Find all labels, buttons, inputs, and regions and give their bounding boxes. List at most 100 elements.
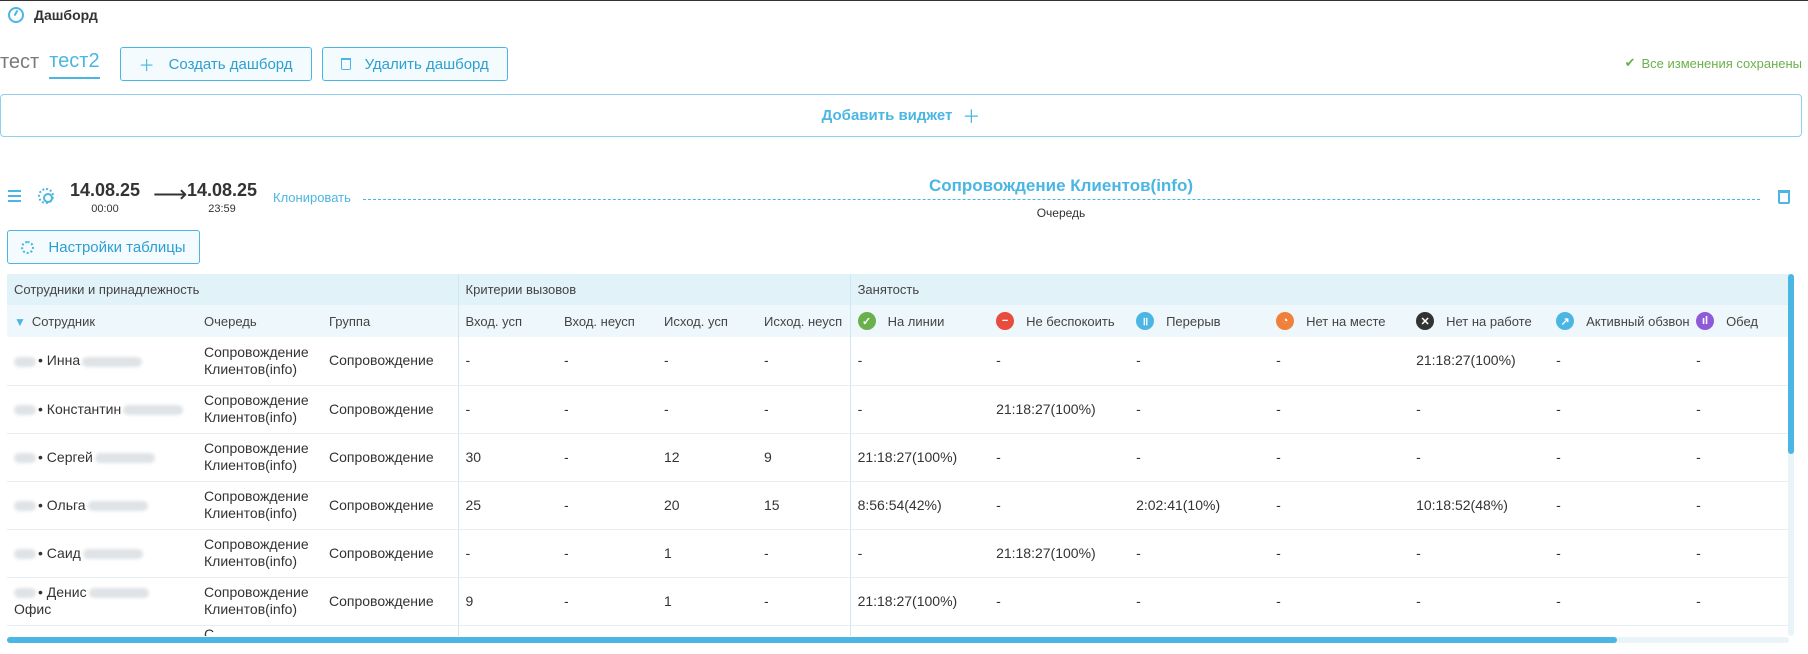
- employee-name: • Константин: [38, 400, 122, 417]
- cell-out-fail: -: [757, 337, 851, 386]
- employee-name: • Денис: [38, 584, 87, 600]
- add-widget-button[interactable]: Добавить виджет ＋: [0, 94, 1802, 137]
- pause-circle-icon: ॥: [1136, 312, 1155, 330]
- redacted-text: [14, 404, 36, 415]
- cell-offwork: 10:18:52(48%): [1409, 481, 1550, 530]
- col-group[interactable]: Группа: [322, 305, 459, 337]
- create-dashboard-button[interactable]: ＋ Создать дашборд: [119, 47, 312, 81]
- outgoing-arrow-icon: ↗: [1556, 312, 1575, 330]
- cell-active-dial: -: [1549, 529, 1690, 578]
- cell-in-ok: -: [458, 529, 558, 578]
- col-online[interactable]: ✓ На линии: [850, 305, 990, 337]
- cell-offwork: -: [1409, 385, 1550, 434]
- col-away-label: Нет на месте: [1306, 313, 1386, 329]
- col-dnd-label: Не беспокоить: [1026, 313, 1115, 329]
- cell-in-ok: 25: [458, 481, 558, 530]
- tab-test2[interactable]: тест2: [49, 50, 100, 79]
- close-circle-icon: ✕: [1416, 312, 1435, 330]
- col-active-dial-label: Активный обзвон: [1586, 313, 1690, 329]
- cell-queue: Сопровождение Клиентов(info): [197, 385, 322, 434]
- drag-handle-icon[interactable]: [8, 190, 21, 205]
- top-border: [0, 0, 1808, 1]
- horizontal-scroll-thumb[interactable]: [7, 637, 1617, 643]
- redacted-text: [14, 356, 36, 367]
- cell-employee: • Саид: [7, 529, 197, 578]
- cell-partial: [1129, 625, 1270, 636]
- table-row[interactable]: • Денис Офис Сопровождение Клиентов(info) С…: [7, 577, 1789, 626]
- horizontal-scrollbar[interactable]: [7, 637, 1789, 643]
- clone-link[interactable]: Клонировать: [273, 190, 351, 205]
- widget-settings-icon[interactable]: [38, 188, 54, 204]
- redacted-text: [14, 500, 36, 511]
- dashboard-icon: [8, 7, 24, 23]
- cell-queue: Сопровождение Клиентов(info): [197, 481, 322, 530]
- col-queue[interactable]: Очередь: [197, 305, 322, 337]
- table-row[interactable]: • Саид Сопровождение Клиентов(info) Сопров…: [7, 529, 1789, 578]
- cell-offwork: -: [1409, 577, 1550, 626]
- filter-icon[interactable]: ▼: [14, 314, 26, 329]
- table-row[interactable]: • Сергей Сопровождение Клиентов(info) Сопр…: [7, 433, 1789, 482]
- cell-online: 8:56:54(42%): [850, 481, 990, 530]
- cell-group: Сопровождение: [322, 481, 459, 530]
- cell-employee: • Сергей: [7, 433, 197, 482]
- col-dnd[interactable]: − Не беспокоить: [989, 305, 1130, 337]
- divider: [363, 199, 1760, 200]
- table-settings-button[interactable]: Настройки таблицы: [7, 230, 200, 264]
- cell-partial: [1409, 625, 1550, 636]
- date-to-value: 14.08.25: [187, 180, 258, 200]
- col-break-label: Перерыв: [1166, 313, 1221, 329]
- group-header-calls: Критерии вызовов: [458, 274, 851, 305]
- table-row[interactable]: • Инна Сопровождение Клиентов(info) Сопров…: [7, 337, 1789, 386]
- col-lunch[interactable]: ıl Обед: [1689, 305, 1789, 337]
- cell-partial: [557, 625, 658, 636]
- redacted-text: [87, 500, 148, 511]
- col-in-ok[interactable]: Вход. усп: [458, 305, 558, 337]
- cell-online: 21:18:27(100%): [850, 433, 990, 482]
- report-table: Сотрудники и принадлежность Критерии выз…: [7, 274, 1789, 636]
- table-row[interactable]: • Константин Сопровождение Клиентов(info)…: [7, 385, 1789, 434]
- cell-partial: [989, 625, 1130, 636]
- cell-partial: [458, 625, 558, 636]
- cell-employee: • Денис Офис: [7, 577, 197, 626]
- delete-dashboard-button[interactable]: Удалить дашборд: [321, 47, 508, 81]
- cell-group: Сопровождение: [322, 433, 459, 482]
- date-to[interactable]: 14.08.25 23:59: [187, 180, 257, 215]
- col-away[interactable]: ◔ Нет на месте: [1269, 305, 1410, 337]
- vertical-scrollbar[interactable]: [1788, 274, 1794, 636]
- cell-employee: • Инна: [7, 337, 197, 386]
- cell-online: 21:18:27(100%): [850, 577, 990, 626]
- col-out-ok[interactable]: Исход. усп: [657, 305, 758, 337]
- col-in-fail[interactable]: Вход. неусп: [557, 305, 658, 337]
- arrow-right-icon: ⟶: [153, 181, 188, 208]
- col-online-label: На линии: [887, 313, 945, 329]
- cell-lunch: -: [1689, 433, 1789, 482]
- col-break[interactable]: ॥ Перерыв: [1129, 305, 1270, 337]
- col-offwork[interactable]: ✕ Нет на работе: [1409, 305, 1550, 337]
- minus-circle-icon: −: [996, 312, 1015, 330]
- vertical-scroll-thumb[interactable]: [1788, 274, 1794, 454]
- trash-icon: [340, 58, 351, 70]
- time-to-value: 23:59: [208, 203, 236, 215]
- col-out-fail[interactable]: Исход. неусп: [757, 305, 851, 337]
- table-row[interactable]: • Ольга Сопровождение Клиентов(info) Сопро…: [7, 481, 1789, 530]
- date-from[interactable]: 14.08.25 00:00: [70, 180, 140, 215]
- delete-widget-icon[interactable]: [1778, 190, 1790, 204]
- cell-out-ok: 1: [657, 577, 758, 626]
- cell-dnd: -: [989, 577, 1130, 626]
- employee-name: • Сергей: [38, 448, 93, 465]
- cell-queue: Сопровождение Клиентов(info): [197, 337, 322, 386]
- redacted-text: [82, 356, 143, 367]
- cell-lunch: -: [1689, 577, 1789, 626]
- time-from-value: 00:00: [91, 203, 119, 215]
- cell-group: Сопровождение: [322, 337, 459, 386]
- cell-in-fail: -: [557, 577, 658, 626]
- tab-test[interactable]: тест: [0, 50, 40, 73]
- table-row[interactable]: С: [7, 625, 1789, 636]
- cell-employee: • Константин: [7, 385, 197, 434]
- col-active-dial[interactable]: ↗ Активный обзвон: [1549, 305, 1690, 337]
- cell-in-fail: -: [557, 433, 658, 482]
- cell-break: -: [1129, 337, 1270, 386]
- col-offwork-label: Нет на работе: [1446, 313, 1532, 329]
- cell-break: -: [1129, 577, 1270, 626]
- col-employee[interactable]: ▼ Сотрудник: [7, 305, 197, 337]
